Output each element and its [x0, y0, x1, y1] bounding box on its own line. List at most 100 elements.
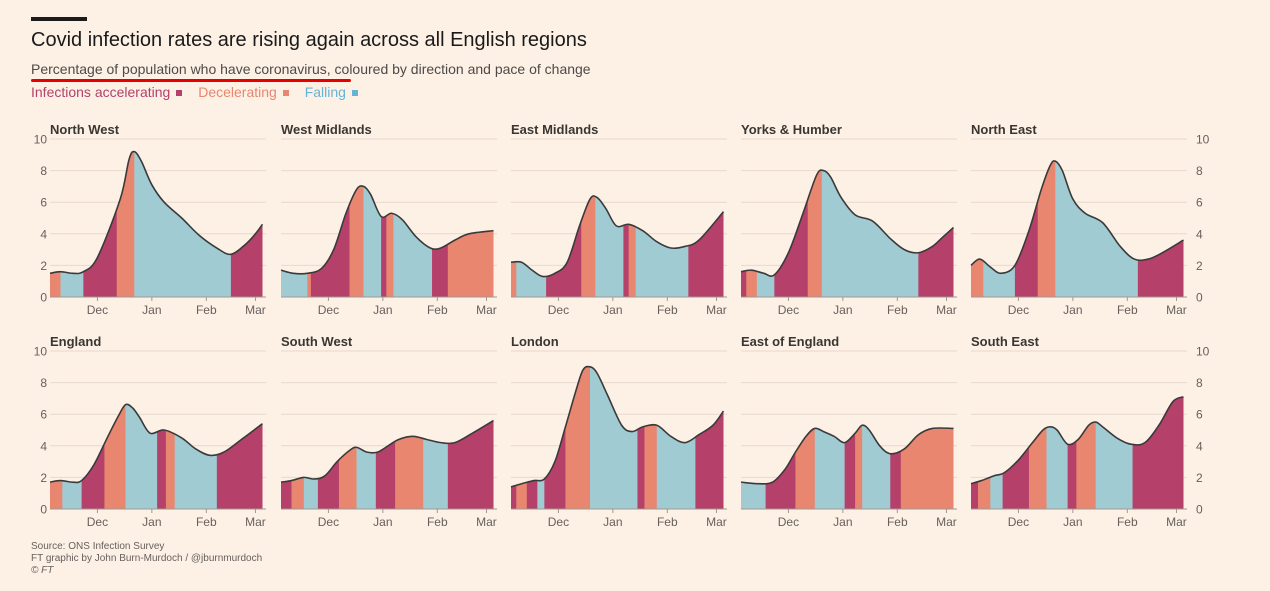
panel-title: North East	[971, 122, 1037, 137]
x-tick-label: Dec	[548, 515, 569, 529]
x-tick-label: Dec	[1008, 515, 1029, 529]
area-segment	[386, 185, 394, 297]
area-segment	[526, 366, 538, 509]
source-note: Source: ONS Infection Survey	[31, 541, 165, 552]
area-segment	[174, 404, 218, 509]
series-line	[49, 150, 264, 275]
y-tick-label: 2	[1196, 471, 1203, 485]
area-segment	[821, 170, 919, 297]
y-tick-label: 10	[1196, 345, 1210, 359]
area-segment	[134, 151, 232, 297]
area-segment	[644, 366, 658, 509]
x-tick-label: Jan	[603, 303, 622, 317]
area-segment	[1014, 160, 1039, 297]
chart-subtitle: Percentage of population who have corona…	[31, 61, 591, 77]
area-segments	[511, 366, 724, 509]
x-tick-label: Jan	[1063, 303, 1082, 317]
area-segment	[741, 425, 766, 509]
area-segment	[807, 170, 823, 297]
area-segment	[971, 160, 984, 297]
panel-title: North West	[50, 122, 120, 137]
area-segment	[844, 425, 856, 509]
area-segment	[447, 185, 494, 297]
y-tick-label: 2	[40, 471, 47, 485]
y-tick-label: 0	[40, 291, 47, 305]
legend-swatch	[176, 90, 183, 97]
panel-east-of-england: Dec Jan Feb Mar East of England	[740, 334, 957, 529]
area-segment	[1046, 396, 1068, 509]
x-tick-label: Feb	[1117, 515, 1138, 529]
area-segment	[125, 404, 158, 509]
x-tick-label: Mar	[706, 515, 727, 529]
y-tick-label: 0	[1196, 503, 1203, 517]
panel-north-west: Dec Jan Feb Mar North West 0 2 4 6 8 10	[34, 122, 266, 317]
area-segment	[565, 366, 591, 509]
x-tick-label: Dec	[778, 515, 799, 529]
series-line	[970, 160, 1184, 275]
area-segment	[890, 425, 902, 509]
area-segment	[741, 170, 747, 297]
y-tick-label: 2	[1196, 259, 1203, 273]
series-line	[740, 169, 955, 277]
y-tick-label: 6	[1196, 408, 1203, 422]
x-tick-label: Jan	[373, 303, 392, 317]
area-segment	[50, 404, 63, 509]
area-segment	[546, 195, 582, 297]
legend-label: Decelerating	[198, 84, 277, 100]
area-segment	[637, 366, 645, 509]
panel-title: South West	[281, 334, 353, 349]
x-tick-label: Dec	[87, 515, 108, 529]
legend-label: Falling	[304, 84, 346, 100]
area-segment	[774, 170, 809, 297]
area-segment	[746, 170, 758, 297]
x-tick-label: Dec	[87, 303, 108, 317]
area-segment	[338, 420, 357, 509]
legend-item-accelerating: Infections accelerating	[31, 84, 183, 100]
area-segment	[375, 420, 396, 509]
y-tick-label: 8	[1196, 376, 1203, 390]
legend-swatch	[351, 90, 358, 97]
x-tick-label: Mar	[936, 515, 957, 529]
area-segment	[230, 151, 263, 297]
area-segments	[50, 404, 263, 509]
y-tick-label: 6	[40, 408, 47, 422]
panel-east-midlands: Dec Jan Feb Mar East Midlands	[510, 122, 727, 317]
series-line	[740, 424, 954, 485]
y-tick-label: 8	[1196, 164, 1203, 178]
area-segment	[765, 425, 796, 509]
panel-west-midlands: Dec Jan Feb Mar West Midlands	[280, 122, 497, 317]
series-line	[49, 403, 263, 484]
area-segment	[363, 185, 382, 297]
area-segment	[349, 185, 364, 297]
y-tick-label: 2	[40, 259, 47, 273]
area-segment	[104, 404, 126, 509]
header-rule	[31, 17, 87, 21]
y-tick-label: 10	[1196, 133, 1210, 147]
x-tick-label: Feb	[427, 303, 448, 317]
footer: Source: ONS Infection Survey FT graphic …	[31, 541, 262, 577]
area-segment	[432, 185, 449, 297]
area-segment	[1055, 160, 1139, 297]
credit-note: FT graphic by John Burn-Murdoch / @jburn…	[31, 553, 263, 564]
y-tick-label: 6	[40, 196, 47, 210]
area-segment	[635, 195, 689, 297]
x-tick-label: Feb	[657, 515, 678, 529]
x-tick-label: Feb	[657, 303, 678, 317]
area-segment	[395, 420, 424, 509]
area-segment	[971, 396, 979, 509]
series-line	[970, 396, 1184, 485]
x-tick-label: Dec	[318, 515, 339, 529]
legend-label: Infections accelerating	[31, 84, 171, 100]
area-segment	[623, 195, 629, 297]
x-tick-label: Mar	[476, 515, 497, 529]
y-tick-label: 8	[40, 376, 47, 390]
panel-england: Dec Jan Feb Mar England 0 2 4 6 8 10	[34, 334, 266, 529]
x-tick-label: Feb	[196, 515, 217, 529]
panel-title: England	[50, 334, 101, 349]
area-segment	[1132, 396, 1184, 509]
area-segment	[537, 366, 545, 509]
series-line	[280, 419, 494, 483]
series-line	[280, 185, 494, 275]
y-tick-label: 0	[40, 503, 47, 517]
